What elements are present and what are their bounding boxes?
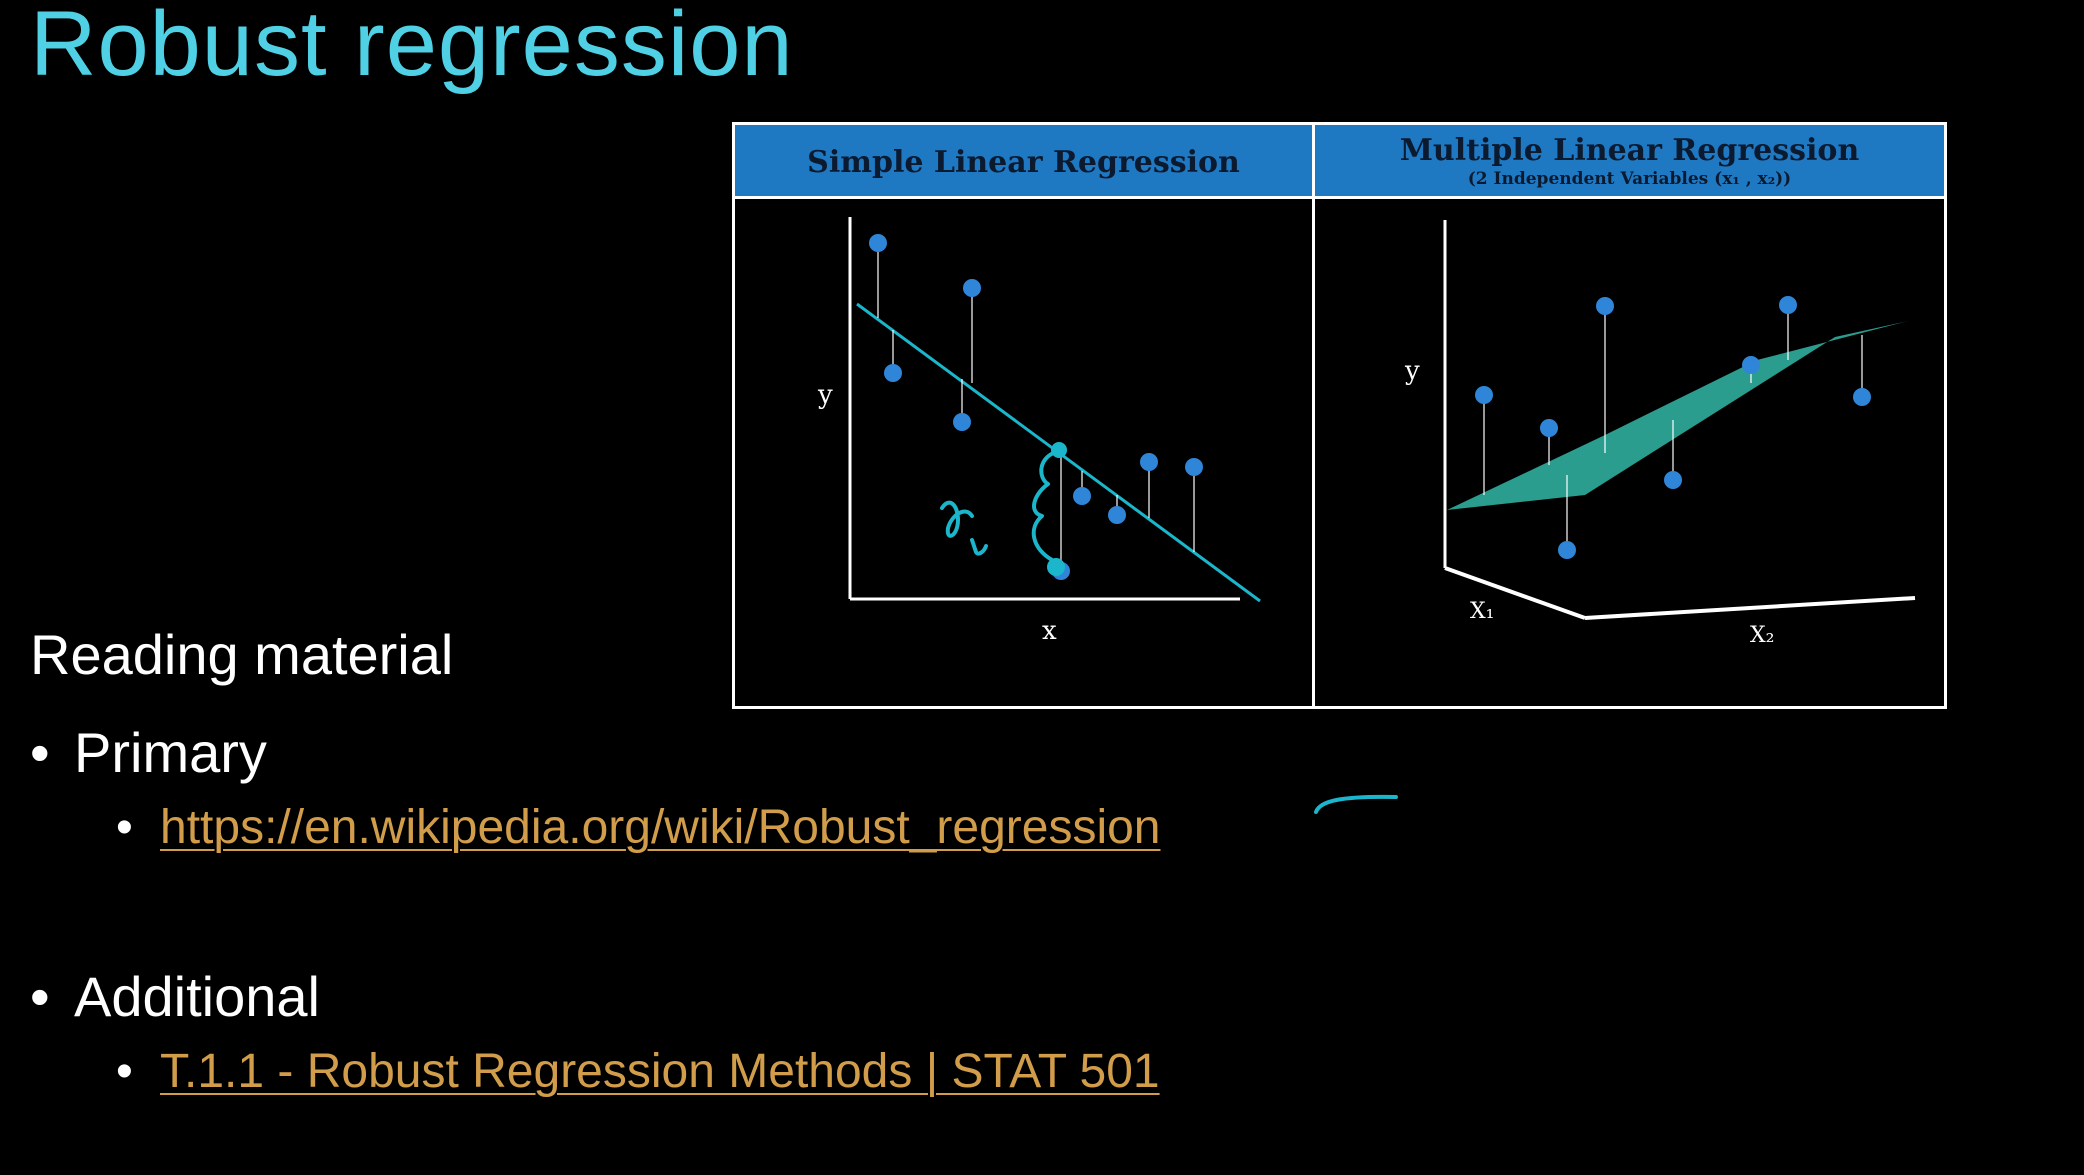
data-point xyxy=(963,279,981,297)
data-point xyxy=(1853,388,1871,406)
residual-lines xyxy=(877,243,1195,571)
y-axis-label: y xyxy=(1404,356,1420,386)
data-point xyxy=(1596,297,1614,315)
data-point xyxy=(884,364,902,382)
data-point xyxy=(1073,487,1091,505)
bullet-icon: • xyxy=(116,1045,133,1098)
x2-axis xyxy=(1584,596,1916,620)
data-point xyxy=(1185,458,1203,476)
primary-label: Primary xyxy=(74,721,267,784)
additional-label: Additional xyxy=(74,965,320,1028)
bullet-primary: • Primary xyxy=(30,720,267,785)
regression-plane xyxy=(1447,321,1908,510)
data-point xyxy=(953,413,971,431)
y-axis-label: y xyxy=(817,380,833,410)
data-point xyxy=(1140,453,1158,471)
residual-lines xyxy=(1483,305,1863,550)
figure-divider xyxy=(1312,125,1315,706)
figure-header xyxy=(735,125,1944,199)
bullet-icon: • xyxy=(30,721,50,784)
multiple-regression-header: Multiple Linear Regression (2 Independen… xyxy=(1315,125,1944,199)
bullet-icon: • xyxy=(116,801,133,854)
bullet-additional-link: • T.1.1 - Robust Regression Methods | STA… xyxy=(116,1044,1160,1099)
data-points xyxy=(1475,296,1871,559)
data-point xyxy=(1475,386,1493,404)
regression-figure: Simple Linear Regression Multiple Linear… xyxy=(732,122,1947,709)
bullet-icon: • xyxy=(30,965,50,1028)
data-point xyxy=(869,234,887,252)
multiple-regression-title: Multiple Linear Regression xyxy=(1399,133,1860,168)
bullet-primary-link: • https://en.wikipedia.org/wiki/Robust_re… xyxy=(116,800,1161,855)
multiple-regression-subtitle: (2 Independent Variables (x₁ , x₂)) xyxy=(1467,169,1792,189)
regression-line xyxy=(856,302,1261,603)
reading-material-heading: Reading material xyxy=(30,623,454,686)
regression-plots: y x xyxy=(817,217,1916,648)
simple-regression-header: Simple Linear Regression xyxy=(807,144,1240,180)
x1-axis-label: X₁ xyxy=(1470,599,1494,624)
data-point xyxy=(1664,471,1682,489)
data-point xyxy=(1779,296,1797,314)
data-point xyxy=(1052,562,1070,580)
data-point xyxy=(1108,506,1126,524)
wikipedia-link[interactable]: https://en.wikipedia.org/wiki/Robust_reg… xyxy=(160,801,1161,854)
x-axis-label: x xyxy=(1042,616,1057,646)
slide-title: Robust regression xyxy=(30,0,794,95)
data-points xyxy=(869,234,1203,580)
data-point xyxy=(1742,356,1760,374)
annotation-stroke xyxy=(1314,794,1398,814)
x1-axis xyxy=(1444,566,1586,620)
data-point xyxy=(1558,541,1576,559)
bullet-additional: • Additional xyxy=(30,964,320,1029)
multiple-regression-plot: y X₁ X₂ xyxy=(1404,220,1916,648)
x2-axis-label: X₂ xyxy=(1750,623,1774,648)
data-point xyxy=(1540,419,1558,437)
simple-regression-plot: y x xyxy=(817,217,1261,646)
stat501-link[interactable]: T.1.1 - Robust Regression Methods | STAT… xyxy=(160,1045,1160,1098)
